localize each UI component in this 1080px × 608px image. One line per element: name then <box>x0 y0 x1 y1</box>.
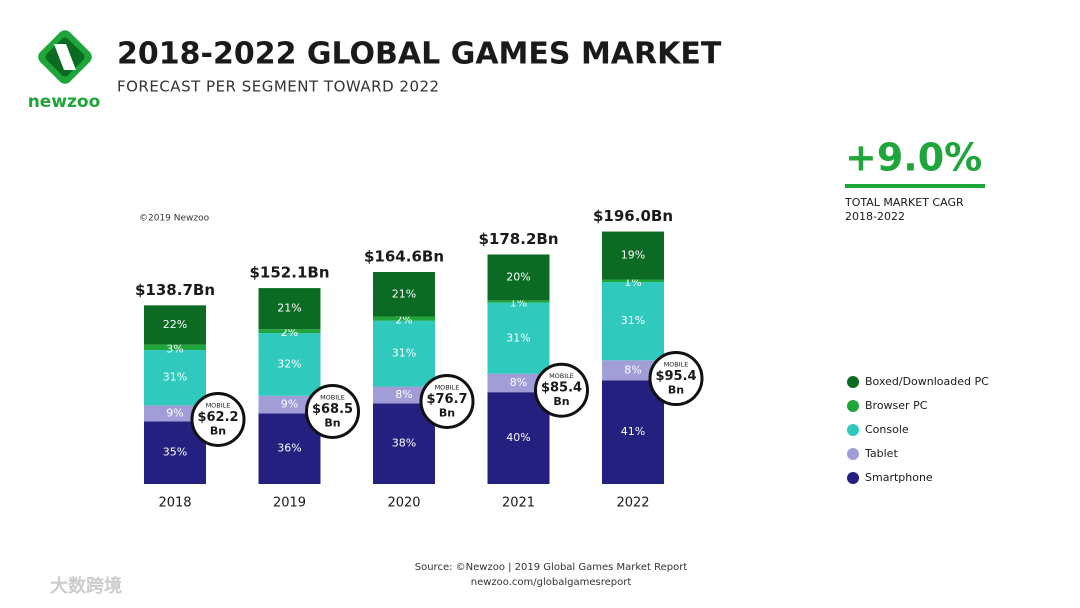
bar-segment <box>258 329 321 334</box>
total-label: $178.2Bn <box>479 230 559 248</box>
watermark: 大数跨境 <box>50 575 122 597</box>
bar-segment <box>373 271 435 317</box>
bar-segment <box>258 333 321 396</box>
legend-label: Browser PC <box>865 399 928 412</box>
bar-segment <box>487 373 550 393</box>
mobile-unit: Bn <box>210 424 226 437</box>
legend-swatch <box>847 472 859 484</box>
segment-label: 32% <box>277 357 301 370</box>
cagr-value: +9.0% <box>845 136 982 180</box>
bar-segment <box>258 288 321 330</box>
segment-label: 20% <box>506 270 530 283</box>
cagr-caption: TOTAL MARKET CAGR <box>844 196 964 209</box>
legend-swatch <box>847 448 859 460</box>
legend-label: Console <box>865 423 909 436</box>
segment-label: 19% <box>621 249 645 262</box>
legend-label: Boxed/Downloaded PC <box>865 375 989 388</box>
segment-label: 40% <box>506 431 530 444</box>
segment-label: 31% <box>392 347 416 360</box>
x-tick-label: 2018 <box>158 496 191 511</box>
mobile-value: $62.2 <box>197 410 238 425</box>
segment-label: 22% <box>163 318 187 331</box>
x-tick-label: 2019 <box>273 496 306 511</box>
segment-label: 41% <box>621 425 645 438</box>
bar-segment <box>144 305 206 345</box>
total-label: $152.1Bn <box>250 264 330 282</box>
x-tick-label: 2022 <box>616 496 649 511</box>
chart-title: 2018-2022 GLOBAL GAMES MARKET <box>117 37 722 72</box>
mobile-unit: Bn <box>324 416 340 429</box>
mobile-value: $85.4 <box>541 381 582 396</box>
segment-label: 38% <box>392 437 416 450</box>
cagr-period: 2018-2022 <box>845 210 905 223</box>
mobile-caption: MOBILE <box>320 393 345 401</box>
legend-swatch <box>847 424 859 436</box>
bar-segment <box>487 392 550 484</box>
mobile-badge <box>190 391 246 447</box>
bar-segment <box>602 360 664 381</box>
mobile-unit: Bn <box>668 383 684 396</box>
total-label: $138.7Bn <box>135 281 215 299</box>
segment-label: 35% <box>163 446 187 459</box>
segment-label: 2% <box>281 326 298 339</box>
mobile-value: $95.4 <box>655 369 696 384</box>
total-label: $164.6Bn <box>364 247 444 265</box>
legend-label: Smartphone <box>865 471 933 484</box>
bar-segment <box>602 231 664 280</box>
bar-segment <box>602 282 664 361</box>
source: Source: ©Newzoo | 2019 Global Games Mark… <box>415 562 688 573</box>
mobile-caption: MOBILE <box>206 401 231 409</box>
segment-label: 9% <box>166 406 183 419</box>
bar-segment <box>373 316 435 321</box>
logo-mark <box>38 30 92 84</box>
bar-segment <box>144 344 206 351</box>
source-url: newzoo.com/globalgamesreport <box>471 577 632 588</box>
segment-label: 36% <box>277 442 301 455</box>
segment-label: 8% <box>624 363 641 376</box>
mobile-caption: MOBILE <box>549 372 574 380</box>
bar-segment <box>144 350 206 406</box>
legend-swatch <box>847 376 859 388</box>
x-tick-label: 2021 <box>502 496 535 511</box>
bar-segment <box>487 254 550 301</box>
mobile-value: $76.7 <box>426 392 467 407</box>
mobile-badge <box>648 350 704 406</box>
bar-segment <box>258 395 321 414</box>
mobile-unit: Bn <box>553 395 569 408</box>
bar-segment <box>487 300 550 303</box>
segment-label: 31% <box>506 331 530 344</box>
segment-label: 8% <box>395 388 412 401</box>
bar-segment <box>144 405 206 422</box>
segment-label: 31% <box>621 314 645 327</box>
mobile-badge <box>419 373 475 429</box>
segment-label: 8% <box>510 376 527 389</box>
legend-swatch <box>847 400 859 412</box>
total-label: $196.0Bn <box>593 207 673 225</box>
segment-label: 2% <box>395 314 412 327</box>
chart-subtitle: FORECAST PER SEGMENT TOWARD 2022 <box>117 78 440 96</box>
mobile-caption: MOBILE <box>435 383 460 391</box>
bar-segment <box>373 386 435 404</box>
bar-segment <box>602 279 664 283</box>
mobile-value: $68.5 <box>312 402 353 417</box>
segment-label: 9% <box>281 398 298 411</box>
bar-segment <box>487 302 550 374</box>
mobile-unit: Bn <box>439 406 455 419</box>
segment-label: 31% <box>163 371 187 384</box>
bar-segment <box>373 320 435 387</box>
x-tick-label: 2020 <box>387 496 420 511</box>
segment-label: 3% <box>166 342 183 355</box>
mobile-caption: MOBILE <box>664 360 689 368</box>
logo-text: newzoo <box>28 92 101 112</box>
mobile-badge <box>534 362 589 418</box>
segment-label: 21% <box>392 287 416 300</box>
segment-label: 21% <box>277 302 301 315</box>
legend-label: Tablet <box>864 447 898 460</box>
mobile-badge <box>305 383 360 439</box>
copyright: ©2019 Newzoo <box>139 214 210 224</box>
bar-segment <box>602 380 664 484</box>
